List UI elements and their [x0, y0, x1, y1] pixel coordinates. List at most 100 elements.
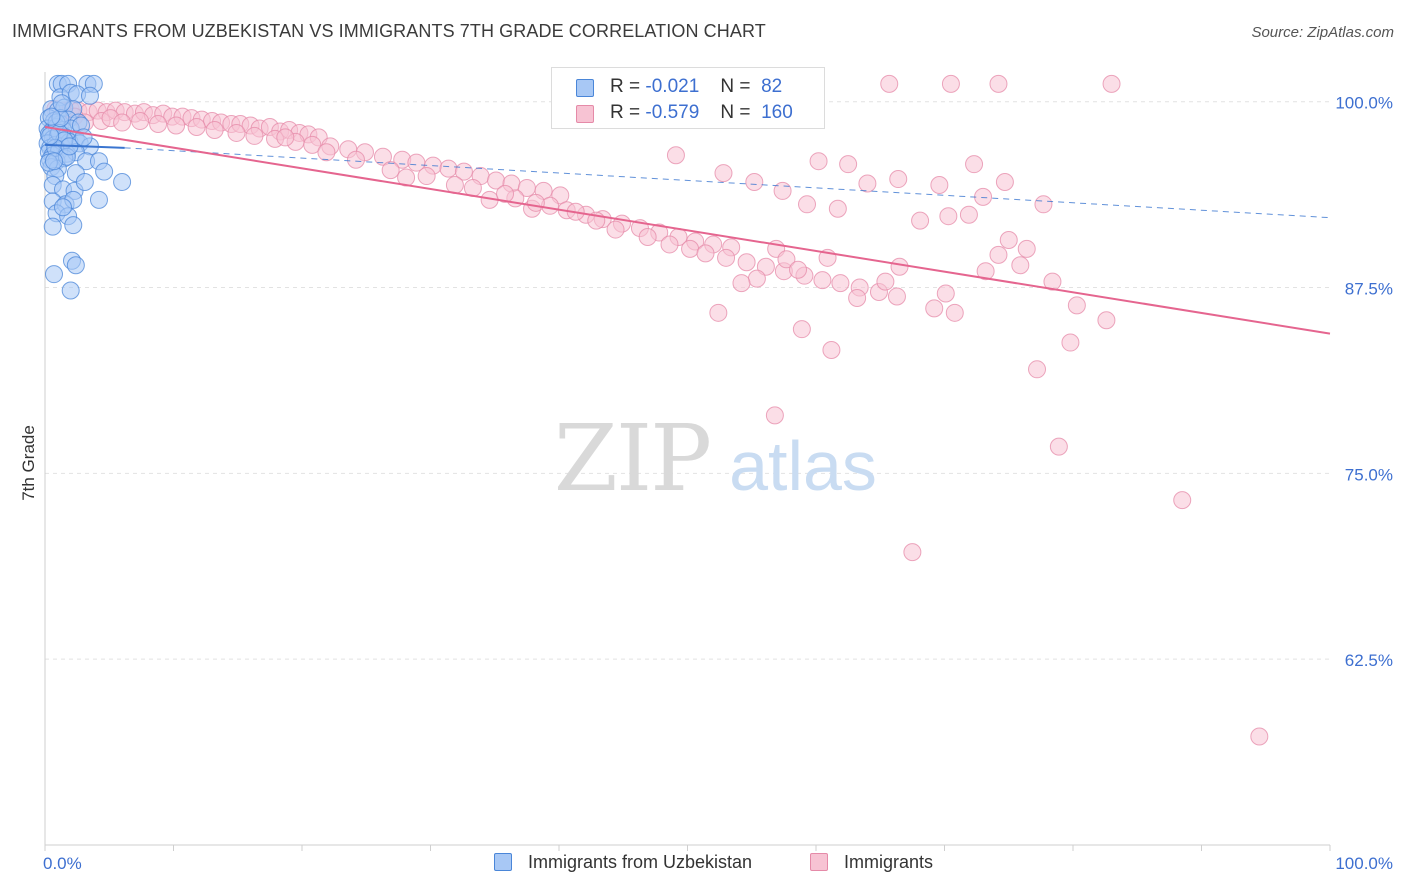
- immigrants-point: [939, 207, 958, 226]
- immigrants-point: [930, 175, 949, 194]
- immigrants-point: [798, 195, 817, 214]
- immigrants-point: [925, 299, 944, 318]
- immigrants-point: [876, 272, 895, 291]
- svg-text:ZIP: ZIP: [554, 405, 710, 512]
- uzbekistan-point: [52, 94, 71, 113]
- svg-text:atlas: atlas: [729, 427, 877, 505]
- grid-lines: [45, 101, 1330, 660]
- watermark: ZIP atlas: [554, 405, 877, 512]
- immigrants-point: [1102, 74, 1121, 93]
- immigrants-point: [773, 181, 792, 200]
- immigrants-point: [709, 303, 728, 322]
- y-tick-label: 87.5%: [1345, 280, 1393, 299]
- immigrants-point: [1049, 437, 1068, 456]
- chart-title: IMMIGRANTS FROM UZBEKISTAN VS IMMIGRANTS…: [12, 21, 766, 41]
- immigrants-point: [777, 250, 796, 269]
- immigrants-point: [789, 260, 808, 279]
- immigrants-point: [974, 187, 993, 206]
- immigrants-point: [822, 340, 841, 359]
- immigrants-point: [660, 235, 679, 254]
- uzbekistan-point: [61, 281, 80, 300]
- n-label: N =: [720, 102, 751, 123]
- immigrants-point: [858, 174, 877, 193]
- immigrants-point: [714, 164, 733, 183]
- n-value: 160: [761, 102, 793, 123]
- uzbekistan-point: [95, 162, 114, 181]
- immigrants-point: [417, 167, 436, 186]
- immigrants-point: [167, 116, 186, 135]
- uzbekistan-point: [44, 152, 63, 171]
- immigrants-point: [936, 284, 955, 303]
- immigrants-point: [149, 115, 168, 134]
- immigrants-point: [911, 211, 930, 230]
- immigrants-point: [941, 74, 960, 93]
- uzbekistan-point: [89, 190, 108, 209]
- immigrants-point: [131, 112, 150, 131]
- uzbekistan-point: [80, 86, 99, 105]
- immigrants-point: [445, 175, 464, 194]
- immigrants-point: [346, 150, 365, 169]
- y-axis-label: 7th Grade: [19, 425, 38, 501]
- immigrants-point: [1043, 272, 1062, 291]
- immigrants-point: [227, 123, 246, 142]
- immigrants-point: [989, 74, 1008, 93]
- immigrants-point: [792, 320, 811, 339]
- r-label: R =: [610, 76, 641, 97]
- immigrants-point: [747, 269, 766, 288]
- immigrants-point: [317, 143, 336, 162]
- immigrants-point: [995, 173, 1014, 192]
- correlation-legend: R = -0.021 N = 82 R = -0.579 N = 160: [551, 67, 825, 129]
- immigrants-point: [809, 152, 828, 171]
- immigrants-point: [945, 303, 964, 322]
- y-tick-label: 62.5%: [1345, 651, 1393, 670]
- immigrants-point: [989, 245, 1008, 264]
- immigrants-trend-line: [44, 126, 1331, 335]
- immigrants-point: [113, 113, 132, 132]
- pink-swatch: [576, 105, 594, 123]
- uzbekistan-trend-extension: [124, 147, 1331, 219]
- immigrants-point: [732, 274, 751, 293]
- immigrants-point: [1011, 256, 1030, 275]
- trend-lines: [44, 126, 1331, 335]
- immigrants-point: [606, 220, 625, 239]
- uzbekistan-point: [41, 126, 60, 145]
- immigrants-point: [245, 126, 264, 145]
- immigrants-point: [839, 155, 858, 174]
- uzbekistan-point: [53, 198, 72, 217]
- immigrants-point: [765, 406, 784, 425]
- immigrants-point: [999, 230, 1018, 249]
- x-tick-label-min: 0.0%: [43, 854, 82, 873]
- immigrants-point: [681, 239, 700, 258]
- immigrants-point: [745, 173, 764, 192]
- immigrants-point: [828, 199, 847, 218]
- immigrants-point: [205, 120, 224, 139]
- immigrants-point: [965, 155, 984, 174]
- r-value: -0.579: [645, 102, 700, 123]
- y-tick-label: 75.0%: [1345, 465, 1393, 484]
- immigrants-point: [717, 248, 736, 267]
- immigrants-point: [1028, 360, 1047, 379]
- immigrants-point: [1067, 296, 1086, 315]
- immigrants-point: [1173, 491, 1192, 510]
- uzbekistan-points: [38, 74, 132, 300]
- source-label: Source: ZipAtlas.com: [1251, 24, 1394, 41]
- immigrants-point: [1034, 195, 1053, 214]
- r-label: R =: [610, 102, 641, 123]
- immigrants-point: [496, 184, 515, 203]
- immigrants-point: [276, 128, 295, 147]
- immigrants-point: [890, 257, 909, 276]
- immigrants-point: [1017, 239, 1036, 258]
- immigrants-point: [880, 74, 899, 93]
- uzbekistan-point: [44, 265, 63, 284]
- legend-label: Immigrants: [844, 852, 934, 872]
- immigrants-point: [187, 118, 206, 137]
- legend-label: Immigrants from Uzbekistan: [528, 852, 753, 872]
- immigrants-point: [1061, 333, 1080, 352]
- immigrants-point: [831, 274, 850, 293]
- immigrants-point: [903, 543, 922, 562]
- uzbekistan-point: [42, 107, 61, 126]
- pink-swatch: [810, 853, 828, 871]
- x-tick-label-max: 100.0%: [1335, 854, 1393, 873]
- immigrants-point: [1097, 311, 1116, 330]
